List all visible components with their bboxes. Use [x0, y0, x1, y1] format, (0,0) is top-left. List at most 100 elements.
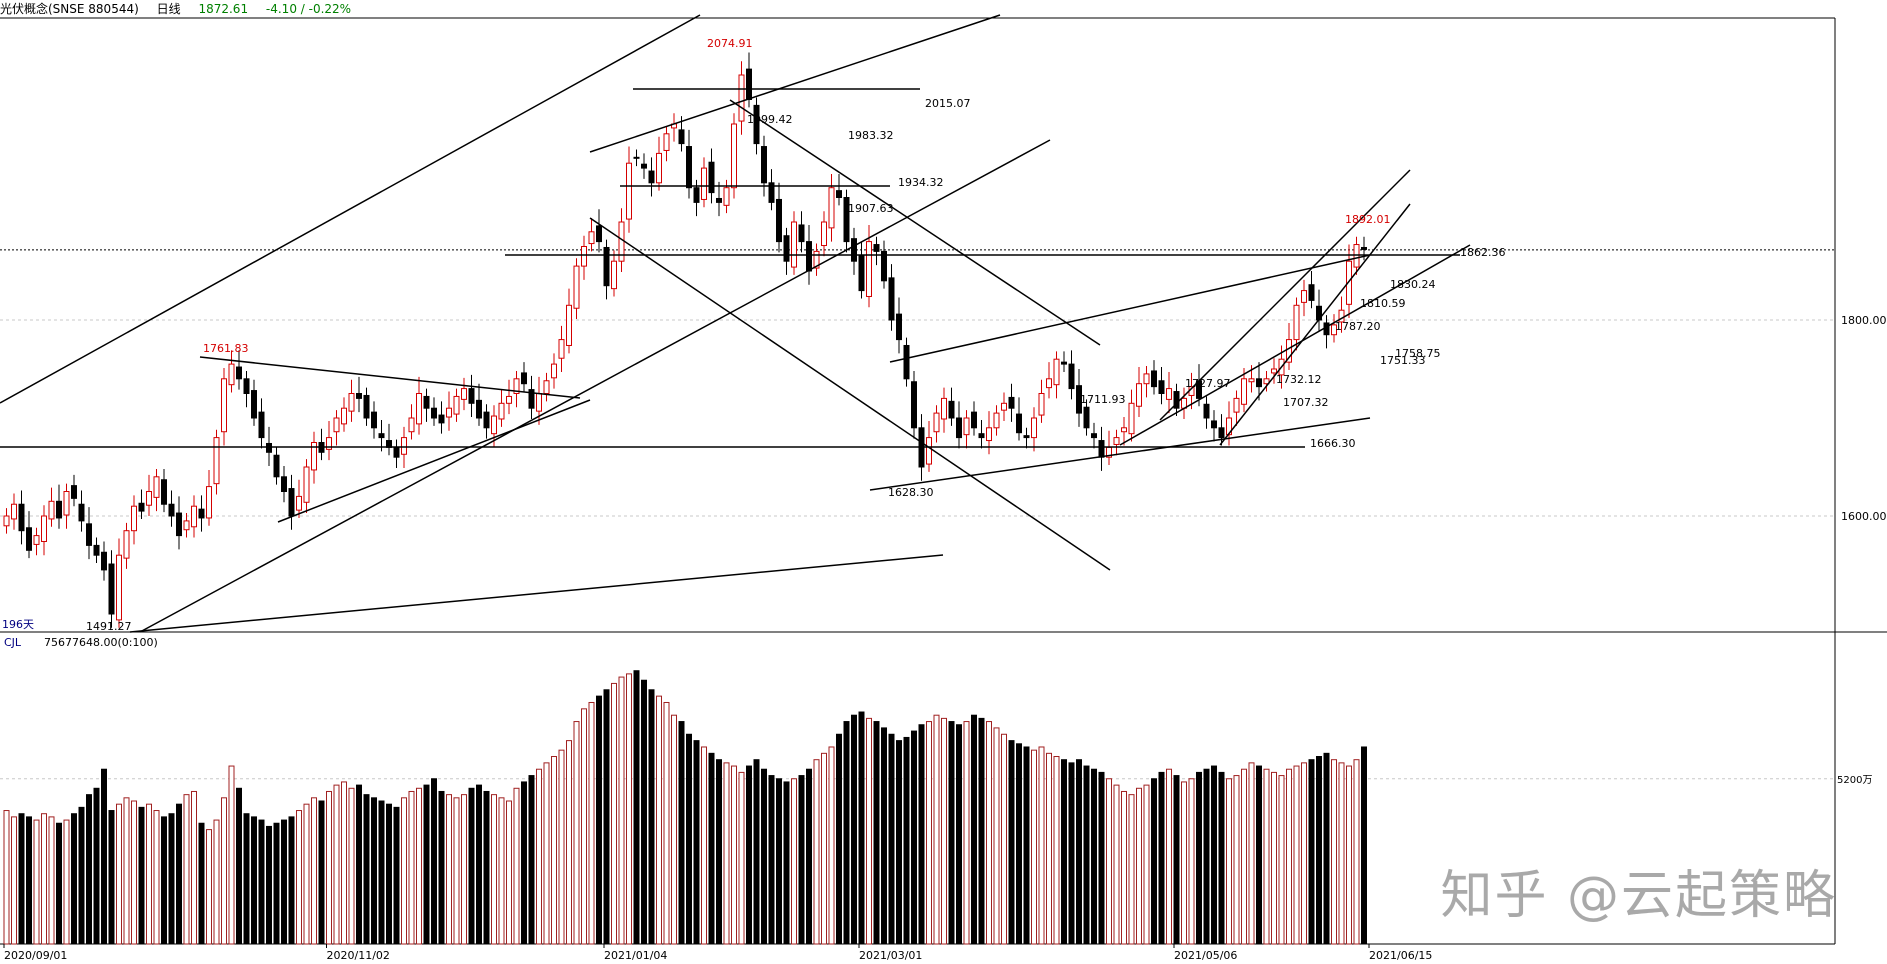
candle	[708, 161, 715, 194]
candle	[108, 563, 115, 615]
candle	[611, 260, 617, 290]
volume-bar	[393, 806, 400, 945]
volume-bar	[558, 749, 565, 945]
candle	[633, 156, 640, 159]
volume-bar	[881, 727, 887, 945]
candle	[768, 182, 775, 203]
volume-tick-label: 5200万	[1837, 775, 1872, 786]
candle	[911, 381, 917, 429]
volume-indicator-name: CJL	[4, 636, 22, 649]
volume-bar	[1091, 768, 1097, 945]
candle	[701, 167, 707, 200]
volume-bar	[1136, 787, 1142, 945]
candle	[1353, 244, 1360, 268]
candle	[603, 246, 610, 287]
candle	[303, 466, 310, 503]
trend-line	[589, 14, 1001, 153]
candle	[1331, 324, 1337, 336]
candle	[101, 551, 107, 571]
candle	[926, 437, 932, 465]
candle	[1046, 378, 1052, 389]
volume-bar	[1008, 740, 1015, 945]
candle	[1113, 437, 1120, 445]
volume-bar	[371, 797, 377, 945]
price-annotation: 1999.42	[747, 113, 793, 126]
candle	[78, 503, 85, 522]
candle	[461, 388, 467, 400]
period-dropdown[interactable]: 日线	[156, 2, 181, 16]
volume-bar	[903, 736, 910, 945]
volume-bar	[1173, 775, 1180, 945]
volume-bar	[446, 794, 452, 945]
price-annotation: 1491.27	[86, 620, 132, 633]
candle	[401, 437, 407, 455]
candle	[888, 277, 895, 321]
candle	[933, 412, 940, 433]
volume-bar	[1233, 775, 1240, 945]
volume-bar	[1338, 762, 1345, 945]
trend-line	[139, 139, 1051, 633]
volume-bar	[221, 797, 227, 945]
volume-bar	[596, 695, 602, 945]
candle	[806, 241, 812, 272]
volume-bar	[468, 787, 475, 945]
price-annotation: 2015.07	[925, 97, 971, 110]
candle	[821, 221, 827, 247]
candle	[408, 417, 415, 433]
volume-bar	[491, 794, 497, 945]
candle	[723, 187, 730, 206]
price-annotation: 1711.93	[1080, 393, 1126, 406]
volume-bar	[1016, 743, 1022, 945]
candle	[423, 395, 430, 409]
candle	[1361, 246, 1367, 250]
volume-bar	[888, 733, 895, 945]
candle	[746, 68, 752, 101]
price-annotation: 1830.24	[1390, 278, 1436, 291]
trend-line	[889, 254, 1371, 363]
volume-bar	[701, 746, 707, 945]
candle	[1008, 396, 1015, 409]
price-annotation: 1983.32	[848, 129, 894, 142]
volume-bar	[663, 701, 670, 945]
candle	[1031, 417, 1037, 439]
candle	[513, 378, 520, 394]
volume-bar	[1076, 759, 1082, 945]
volume-bar	[191, 790, 197, 945]
candle	[1136, 383, 1142, 407]
volume-bar	[258, 819, 265, 945]
candle	[3, 515, 10, 527]
volume-bar	[648, 689, 655, 945]
volume-bar	[1023, 746, 1030, 945]
candle	[536, 393, 542, 412]
price-annotation: 1810.59	[1360, 297, 1406, 310]
volume-bar	[1301, 762, 1307, 945]
price-annotation: 1787.20	[1335, 320, 1381, 333]
volume-bar	[1256, 765, 1262, 945]
candle	[753, 104, 760, 145]
volume-bar	[311, 797, 317, 945]
trend-line	[589, 217, 1111, 571]
volume-bar	[1263, 768, 1270, 945]
candle	[446, 407, 452, 418]
volume-bar	[326, 790, 332, 945]
candle	[131, 505, 137, 532]
volume-bar	[1061, 759, 1067, 945]
volume-bar	[1001, 733, 1007, 945]
price-annotation: 2074.91	[707, 37, 753, 50]
volume-bar	[626, 673, 632, 945]
volume-bar	[356, 784, 362, 945]
price-annotation: 1732.12	[1276, 373, 1322, 386]
candle	[476, 399, 482, 419]
volume-bar	[476, 784, 482, 945]
volume-bar	[116, 803, 122, 945]
volume-bar	[776, 778, 782, 945]
volume-bar	[1308, 759, 1315, 945]
candle	[663, 133, 670, 151]
candle	[333, 417, 340, 433]
volume-bar	[41, 813, 47, 945]
volume-bar	[1083, 765, 1090, 945]
volume-bar	[138, 806, 145, 945]
volume-bar	[873, 721, 880, 945]
volume-bar	[206, 829, 212, 945]
